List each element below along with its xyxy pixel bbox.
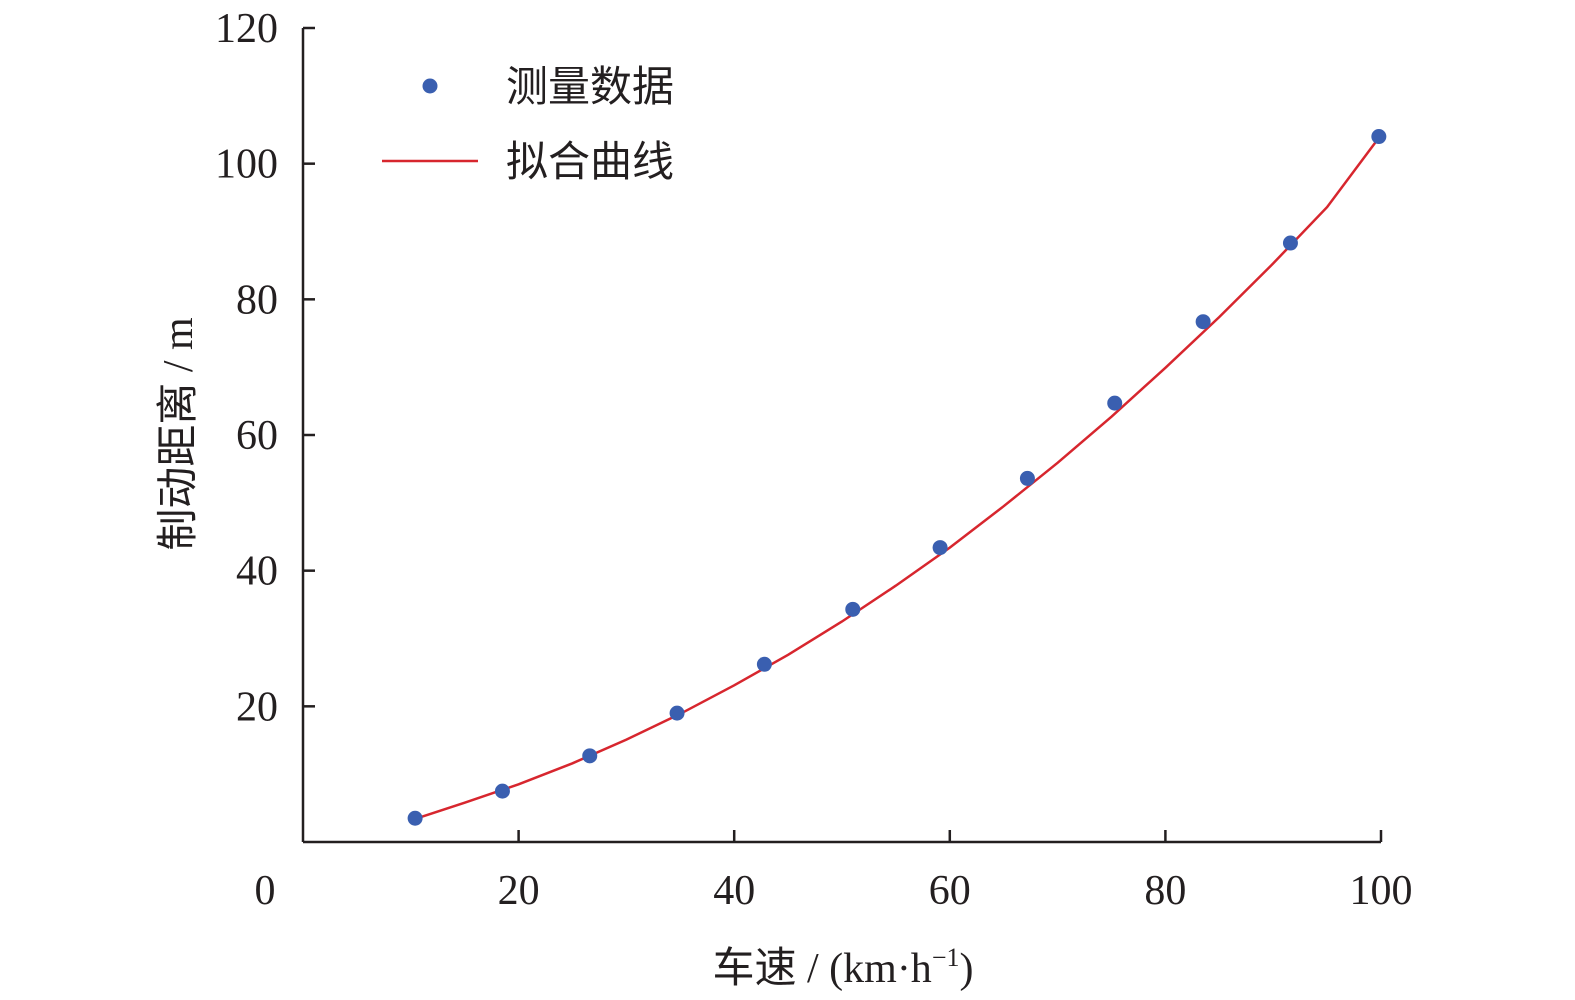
x-axis-title: 车速 / (km·h−1) xyxy=(713,943,974,992)
x-tick-label: 80 xyxy=(1144,868,1186,914)
y-ticks: 20 40 60 80 100 120 xyxy=(215,6,315,730)
y-tick-label: 20 xyxy=(236,684,278,730)
data-point xyxy=(1019,470,1035,486)
y-axis-title: 制动距离 / m xyxy=(155,317,202,551)
y-tick-label: 60 xyxy=(236,413,278,459)
data-points xyxy=(407,129,1387,826)
y-tick-label: 80 xyxy=(236,277,278,323)
legend: 测量数据 拟合曲线 xyxy=(382,65,674,186)
data-point xyxy=(494,783,510,799)
data-point xyxy=(1282,235,1298,251)
data-point xyxy=(756,656,772,672)
data-point xyxy=(1195,314,1211,330)
axes xyxy=(301,28,1381,844)
data-point xyxy=(932,540,948,556)
legend-marker-measured xyxy=(422,78,438,94)
y-tick-label: 40 xyxy=(236,549,278,595)
fit-curve-line xyxy=(414,137,1380,821)
legend-label-measured: 测量数据 xyxy=(506,65,674,111)
x-ticks: 0 20 40 60 80 100 xyxy=(255,830,1413,914)
data-point xyxy=(582,748,598,764)
y-tick-label: 100 xyxy=(215,142,278,188)
data-point xyxy=(845,601,861,617)
x-tick-label: 60 xyxy=(929,868,971,914)
data-point xyxy=(407,810,423,826)
data-point xyxy=(669,705,685,721)
x-tick-label: 0 xyxy=(255,868,276,914)
y-tick-label: 120 xyxy=(215,6,278,52)
data-point xyxy=(1371,129,1387,145)
x-tick-label: 40 xyxy=(713,868,755,914)
legend-label-fit: 拟合曲线 xyxy=(506,140,674,186)
x-tick-label: 100 xyxy=(1350,868,1413,914)
data-point xyxy=(1107,395,1123,411)
x-tick-label: 20 xyxy=(498,868,540,914)
